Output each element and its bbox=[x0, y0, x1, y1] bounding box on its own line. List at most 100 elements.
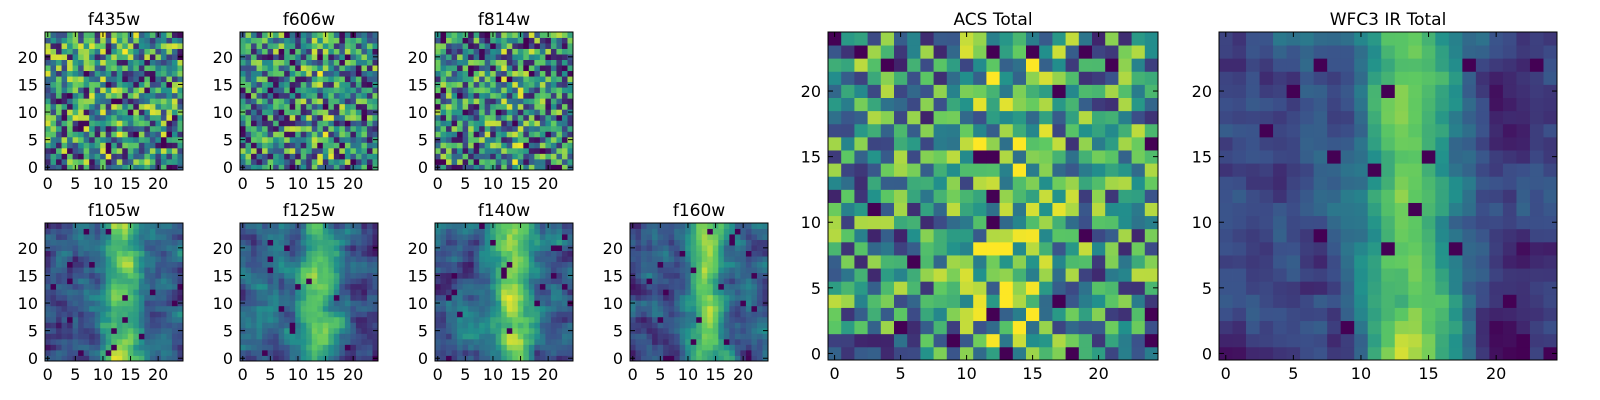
heatmap-cell bbox=[267, 234, 274, 240]
heatmap-cell bbox=[545, 43, 552, 49]
heatmap-cell bbox=[696, 305, 703, 312]
heatmap-cell bbox=[339, 142, 346, 149]
heatmap-cell bbox=[539, 239, 546, 246]
heatmap-cell bbox=[1092, 268, 1106, 282]
heatmap-cell bbox=[1078, 255, 1093, 269]
heatmap-cell bbox=[468, 136, 475, 143]
heatmap-cell bbox=[1026, 163, 1040, 177]
heatmap-cell bbox=[122, 349, 129, 356]
heatmap-cell bbox=[696, 322, 703, 329]
heatmap-cell bbox=[311, 59, 318, 66]
heatmap-cell bbox=[83, 245, 90, 251]
heatmap-cell bbox=[484, 76, 491, 83]
heatmap-cell bbox=[751, 283, 758, 290]
heatmap-cell bbox=[111, 76, 118, 83]
heatmap-cell bbox=[262, 59, 268, 66]
heatmap-cell bbox=[484, 228, 491, 235]
heatmap-cell bbox=[495, 98, 502, 105]
heatmap-cell bbox=[1118, 320, 1132, 335]
heatmap-cell bbox=[111, 289, 118, 296]
heatmap-cell bbox=[177, 289, 184, 296]
heatmap-cell bbox=[495, 54, 502, 60]
heatmap-cell bbox=[523, 228, 530, 235]
heatmap-cell bbox=[83, 294, 90, 301]
heatmap-cell bbox=[284, 120, 291, 127]
heatmap-cell bbox=[344, 289, 351, 296]
heatmap-cell bbox=[1078, 346, 1093, 361]
heatmap-cell bbox=[690, 261, 697, 268]
heatmap-cell bbox=[484, 48, 491, 55]
heatmap-cell bbox=[138, 76, 145, 83]
heatmap-cell bbox=[517, 289, 524, 296]
heatmap-cell bbox=[550, 43, 557, 49]
heatmap-cell bbox=[1078, 189, 1093, 203]
heatmap-cell bbox=[111, 223, 118, 229]
heatmap-cell bbox=[344, 256, 351, 263]
heatmap-cell bbox=[679, 305, 686, 312]
heatmap-cell bbox=[284, 59, 291, 66]
heatmap-cell bbox=[278, 245, 285, 251]
heatmap-cell bbox=[484, 125, 491, 132]
heatmap-cell bbox=[473, 294, 480, 301]
heatmap-cell bbox=[657, 349, 664, 356]
heatmap-cell bbox=[171, 234, 178, 240]
heatmap-cell bbox=[512, 54, 519, 60]
heatmap-cell bbox=[729, 289, 736, 296]
heatmap-cell bbox=[479, 125, 486, 132]
heatmap-cells bbox=[435, 32, 574, 171]
heatmap-cell bbox=[490, 125, 497, 132]
heatmap-cell bbox=[550, 70, 557, 77]
heatmap-cell bbox=[56, 234, 62, 240]
heatmap-cell bbox=[149, 223, 156, 229]
heatmap-cell bbox=[72, 37, 79, 44]
heatmap-cell bbox=[133, 98, 140, 105]
heatmap-cell bbox=[446, 70, 452, 77]
heatmap-cell bbox=[501, 147, 508, 154]
heatmap-cell bbox=[122, 289, 129, 296]
heatmap-cell bbox=[462, 327, 469, 334]
heatmap-cell bbox=[366, 37, 373, 44]
heatmap-cell bbox=[273, 87, 280, 94]
heatmap-cell bbox=[479, 261, 486, 268]
heatmap-cell bbox=[920, 255, 934, 269]
heatmap-cell bbox=[240, 305, 246, 312]
heatmap-cell bbox=[278, 59, 285, 66]
heatmap-cell bbox=[273, 92, 280, 99]
heatmap-cell bbox=[306, 81, 313, 88]
heatmap-cell bbox=[155, 294, 162, 301]
heatmap-cell bbox=[501, 278, 508, 285]
heatmap-cell bbox=[122, 109, 129, 116]
heatmap-cell bbox=[630, 283, 636, 290]
heatmap-cell bbox=[333, 234, 340, 240]
x-tick-label: 0 bbox=[433, 174, 443, 193]
heatmap-cell bbox=[484, 234, 491, 240]
heatmap-cell bbox=[322, 153, 329, 160]
heatmap-cell bbox=[451, 120, 458, 127]
heatmap-cell bbox=[166, 98, 173, 105]
heatmap-cell bbox=[490, 305, 497, 312]
heatmap-cell bbox=[762, 228, 769, 235]
heatmap-cell bbox=[446, 294, 452, 301]
heatmap-cell bbox=[457, 158, 463, 165]
heatmap-cell bbox=[745, 283, 752, 290]
heatmap-cell bbox=[479, 294, 486, 301]
heatmap-cell bbox=[372, 142, 379, 149]
heatmap-cell bbox=[295, 267, 302, 274]
heatmap-cell bbox=[311, 267, 318, 274]
heatmap-cell bbox=[756, 355, 763, 362]
heatmap-cell bbox=[289, 142, 296, 149]
heatmap-cell bbox=[61, 70, 68, 77]
heatmap-cell bbox=[1012, 228, 1027, 243]
heatmap-cell bbox=[528, 158, 535, 165]
heatmap-cell bbox=[166, 48, 173, 55]
y-tick-label: 10 bbox=[213, 103, 233, 122]
heatmap-cell bbox=[311, 131, 318, 138]
heatmap-cell bbox=[446, 228, 452, 235]
heatmap-cell bbox=[1065, 307, 1080, 322]
heatmap-cell bbox=[674, 338, 681, 345]
heatmap-cell bbox=[534, 245, 541, 251]
heatmap-cell bbox=[451, 333, 458, 340]
heatmap-cell bbox=[740, 305, 747, 312]
heatmap-cell bbox=[668, 245, 675, 251]
